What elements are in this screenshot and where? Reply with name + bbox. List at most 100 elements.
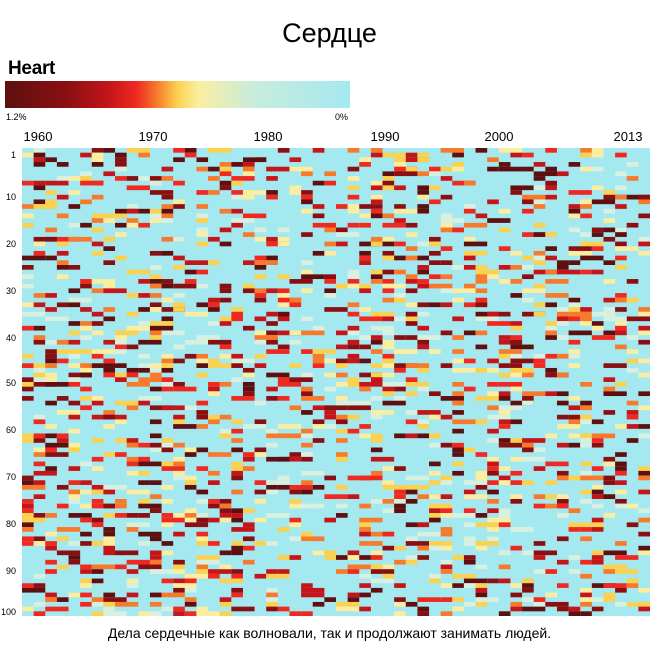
heatmap-cell: [231, 428, 243, 434]
heatmap-cell: [138, 363, 150, 368]
heatmap-cell: [452, 442, 464, 448]
heatmap-cell: [603, 279, 616, 284]
heatmap-cell: [336, 513, 348, 518]
heatmap-cell: [173, 293, 185, 298]
heatmap-cell: [382, 508, 395, 514]
heatmap-cell: [289, 339, 302, 345]
heatmap-cell: [149, 442, 162, 448]
heatmap-cell: [173, 461, 185, 467]
heatmap-cell: [638, 241, 650, 247]
heatmap-cell: [173, 386, 197, 392]
heatmap-cell: [80, 517, 92, 523]
heatmap-cell: [347, 279, 360, 284]
heatmap-cell: [312, 550, 325, 556]
heatmap-cell: [277, 527, 290, 532]
heatmap-cell: [312, 213, 325, 219]
heatmap-cell: [510, 152, 523, 158]
heatmap-cell: [522, 199, 534, 205]
heatmap-cell: [510, 353, 523, 359]
heatmap-cell: [33, 452, 46, 457]
heatmap-cell: [208, 555, 220, 560]
heatmap-cell: [103, 218, 116, 223]
heatmap-cell: [615, 344, 627, 350]
heatmap-cell: [382, 269, 395, 275]
heatmap-cell: [382, 180, 395, 186]
heatmap-cell: [301, 456, 313, 462]
heatmap-cell: [336, 204, 348, 209]
heatmap-cell: [394, 386, 406, 392]
heatmap-cell: [522, 152, 534, 158]
heatmap-cell: [603, 260, 616, 265]
heatmap-cell: [312, 419, 325, 425]
heatmap-cell: [452, 288, 476, 294]
heatmap-cell: [487, 489, 499, 495]
heatmap-cell: [208, 414, 220, 420]
heatmap-cell: [173, 531, 185, 537]
heatmap-cell: [45, 363, 57, 368]
heatmap-cell: [336, 241, 348, 247]
heatmap-cell: [254, 227, 267, 233]
heatmap-cell: [498, 162, 511, 167]
heatmap-cell: [347, 405, 371, 411]
heatmap-cell: [103, 545, 116, 551]
heatmap-cell: [615, 185, 627, 191]
heatmap-cell: [347, 148, 360, 153]
heatmap-cell: [242, 372, 255, 378]
heatmap-cell: [370, 236, 383, 242]
heatmap-cell: [80, 541, 92, 546]
heatmap-cell: [347, 353, 360, 359]
heatmap-cell: [22, 377, 34, 382]
heatmap-cell: [184, 484, 197, 490]
heatmap-cell: [394, 508, 406, 514]
heatmap-cell: [615, 241, 627, 247]
heatmap-cell: [68, 353, 81, 359]
heatmap-cell: [68, 550, 81, 556]
heatmap-cell: [603, 592, 616, 598]
heatmap-cell: [452, 382, 464, 387]
y-tick-label: 90: [5, 566, 16, 576]
heatmap-cell: [452, 428, 464, 434]
heatmap-cell: [394, 255, 406, 261]
heatmap-cell: [591, 597, 604, 602]
heatmap-cell: [266, 597, 278, 602]
heatmap-cell: [68, 400, 81, 406]
heatmap-cell: [254, 447, 267, 453]
heatmap-cell: [440, 508, 453, 514]
heatmap-cell: [452, 316, 464, 322]
heatmap-cell: [545, 391, 557, 397]
heatmap-cell: [556, 321, 569, 326]
heatmap-cell: [138, 611, 150, 616]
heatmap-cell: [347, 550, 360, 556]
heatmap-cell: [91, 227, 104, 233]
heatmap-cell: [103, 372, 116, 378]
heatmap-cell: [33, 513, 46, 518]
heatmap-cell: [196, 190, 209, 195]
heatmap-cell: [22, 438, 34, 443]
heatmap-cell: [126, 372, 139, 378]
heatmap-cell: [149, 494, 162, 499]
heatmap-cell: [301, 171, 313, 177]
heatmap-cell: [219, 428, 232, 434]
heatmap-cell: [219, 353, 232, 359]
heatmap-cell: [382, 213, 395, 219]
heatmap-cell: [173, 236, 185, 242]
heatmap-cell: [103, 236, 116, 242]
heatmap-cell: [184, 573, 209, 579]
heatmap-cell: [208, 386, 220, 392]
heatmap-cell: [196, 166, 209, 172]
heatmap-cell: [277, 227, 290, 233]
heatmap-cell: [138, 564, 162, 570]
heatmap-cell: [231, 517, 243, 523]
heatmap-cell: [301, 190, 313, 195]
heatmap-cell: [312, 148, 325, 153]
heatmap-cell: [254, 400, 267, 406]
heatmap-cell: [231, 363, 243, 368]
heatmap-cell: [56, 550, 69, 556]
heatmap-cell: [440, 569, 453, 574]
heatmap-cell: [324, 405, 348, 411]
heatmap-cell: [266, 166, 278, 172]
heatmap-cell: [324, 250, 336, 256]
heatmap-cell: [394, 382, 406, 387]
heatmap-cell: [173, 283, 197, 289]
heatmap-cell: [580, 152, 592, 158]
